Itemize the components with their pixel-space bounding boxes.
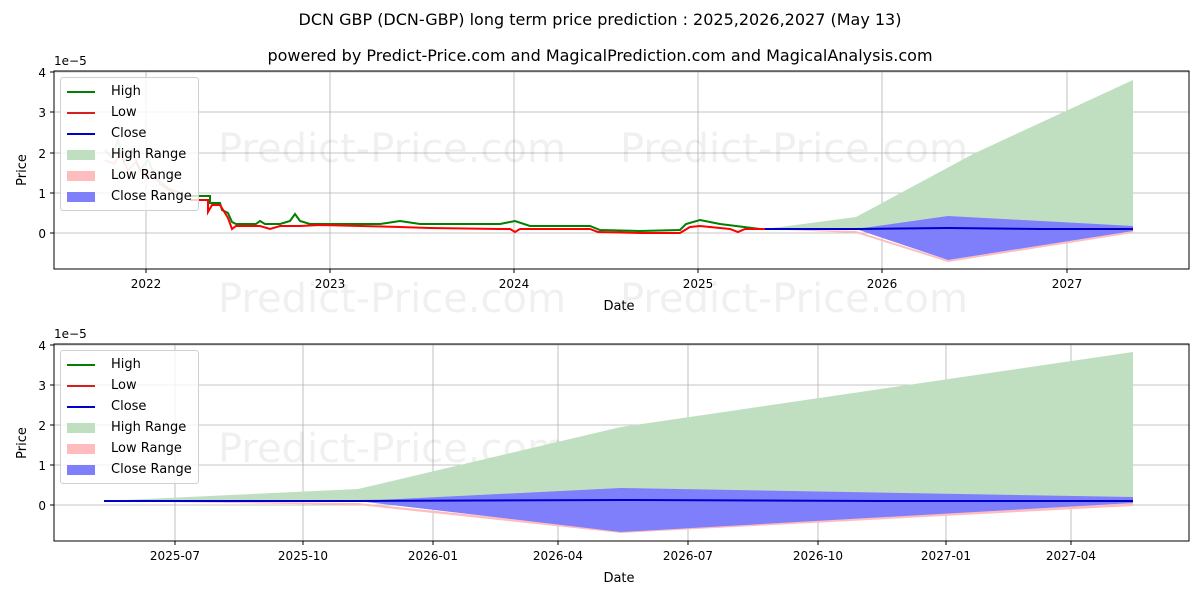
low-swatch-icon — [67, 111, 95, 114]
legend-item-high-range: High Range — [67, 144, 192, 165]
close-swatch-icon — [67, 132, 95, 135]
legend-label: High Range — [111, 420, 187, 435]
legend-item-high: High — [67, 81, 192, 102]
svg-text:4: 4 — [38, 339, 46, 353]
svg-text:0: 0 — [38, 499, 46, 513]
svg-text:2: 2 — [38, 419, 46, 433]
close-swatch-icon — [67, 405, 95, 408]
legend-label: Close — [111, 126, 147, 141]
legend-item-close-range: Close Range — [67, 459, 192, 480]
svg-text:2027: 2027 — [1052, 277, 1083, 291]
legend-label: High Range — [111, 147, 187, 162]
svg-text:3: 3 — [38, 379, 46, 393]
close-range-swatch-icon — [67, 191, 95, 202]
close-range-swatch-icon — [67, 464, 95, 475]
legend-item-high-range: High Range — [67, 417, 192, 438]
watermark: Predict-Price.com — [620, 126, 968, 172]
svg-text:2024: 2024 — [499, 277, 530, 291]
legend-label: Low Range — [111, 441, 182, 456]
svg-text:1: 1 — [38, 187, 46, 201]
high-range-area — [765, 80, 1133, 229]
legend-label: High — [111, 357, 141, 372]
svg-text:1: 1 — [38, 459, 46, 473]
svg-text:2023: 2023 — [315, 277, 346, 291]
close-range-area — [104, 488, 1133, 532]
svg-text:0: 0 — [38, 227, 46, 241]
legend-item-close: Close — [67, 396, 192, 417]
high-swatch-icon — [67, 363, 95, 366]
svg-text:2025-07: 2025-07 — [150, 549, 200, 563]
close-range-area — [765, 216, 1133, 260]
svg-text:2026-07: 2026-07 — [663, 549, 713, 563]
bottom-y-scale-label: 1e−5 — [54, 327, 87, 341]
low-line — [190, 199, 765, 234]
legend-label: Close Range — [111, 462, 192, 477]
svg-text:2025-10: 2025-10 — [278, 549, 328, 563]
bottom-x-ticks: 2025-07 2025-10 2026-01 2026-04 2026-07 … — [150, 541, 1096, 563]
high-range-swatch-icon — [67, 149, 95, 160]
low-range-swatch-icon — [67, 170, 95, 181]
legend-label: Low — [111, 378, 137, 393]
high-swatch-icon — [67, 90, 95, 93]
top-chart: Predict-Price.com Predict-Price.com Pred… — [15, 54, 1190, 322]
low-range-swatch-icon — [67, 443, 95, 454]
svg-text:2026-04: 2026-04 — [533, 549, 583, 563]
legend-item-close: Close — [67, 123, 192, 144]
bottom-chart: Predict-Price.com Predict-Price.com 0 1 … — [15, 327, 1190, 586]
low-swatch-icon — [67, 384, 95, 387]
top-y-axis-label: Price — [15, 154, 30, 186]
close-line — [104, 498, 1133, 502]
svg-text:3: 3 — [38, 106, 46, 120]
legend-item-low: Low — [67, 375, 192, 396]
high-line — [190, 195, 761, 233]
bottom-y-ticks: 0 1 2 3 4 — [38, 339, 54, 513]
top-legend: High Low Close High Range Low Range Clos… — [60, 77, 199, 211]
svg-text:2026: 2026 — [867, 277, 898, 291]
svg-text:2: 2 — [38, 147, 46, 161]
high-range-swatch-icon — [67, 422, 95, 433]
chart-title: DCN GBP (DCN-GBP) long term price predic… — [298, 10, 902, 29]
watermark: Predict-Price.com — [218, 126, 566, 172]
svg-text:2026-01: 2026-01 — [408, 549, 458, 563]
svg-text:2027-01: 2027-01 — [921, 549, 971, 563]
close-line — [765, 226, 1133, 230]
svg-text:4: 4 — [38, 66, 46, 80]
legend-label: Close Range — [111, 189, 192, 204]
svg-text:2025: 2025 — [683, 277, 714, 291]
watermark: Predict-Price.com — [620, 276, 968, 322]
legend-label: High — [111, 84, 141, 99]
legend-item-low: Low — [67, 102, 192, 123]
bottom-x-axis-label: Date — [603, 571, 634, 586]
legend-label: Low — [111, 105, 137, 120]
top-x-ticks: 2022 2023 2024 2025 2026 2027 — [131, 269, 1083, 291]
legend-item-close-range: Close Range — [67, 186, 192, 207]
chart-subtitle: powered by Predict-Price.com and Magical… — [267, 46, 933, 65]
svg-text:2022: 2022 — [131, 277, 162, 291]
svg-text:2027-04: 2027-04 — [1046, 549, 1096, 563]
legend-item-low-range: Low Range — [67, 165, 192, 186]
svg-text:2026-10: 2026-10 — [793, 549, 843, 563]
top-axes-frame — [53, 70, 1190, 270]
bottom-y-axis-label: Price — [15, 427, 30, 459]
bottom-legend: High Low Close High Range Low Range Clos… — [60, 350, 199, 484]
legend-item-low-range: Low Range — [67, 438, 192, 459]
watermark: Predict-Price.com — [218, 276, 566, 322]
high-range-area — [104, 352, 1133, 501]
top-x-axis-label: Date — [603, 299, 634, 314]
bottom-axes-frame — [53, 343, 1190, 542]
legend-label: Close — [111, 399, 147, 414]
legend-item-high: High — [67, 354, 192, 375]
top-y-scale-label: 1e−5 — [54, 54, 87, 68]
top-y-ticks: 0 1 2 3 4 — [38, 66, 54, 241]
legend-label: Low Range — [111, 168, 182, 183]
